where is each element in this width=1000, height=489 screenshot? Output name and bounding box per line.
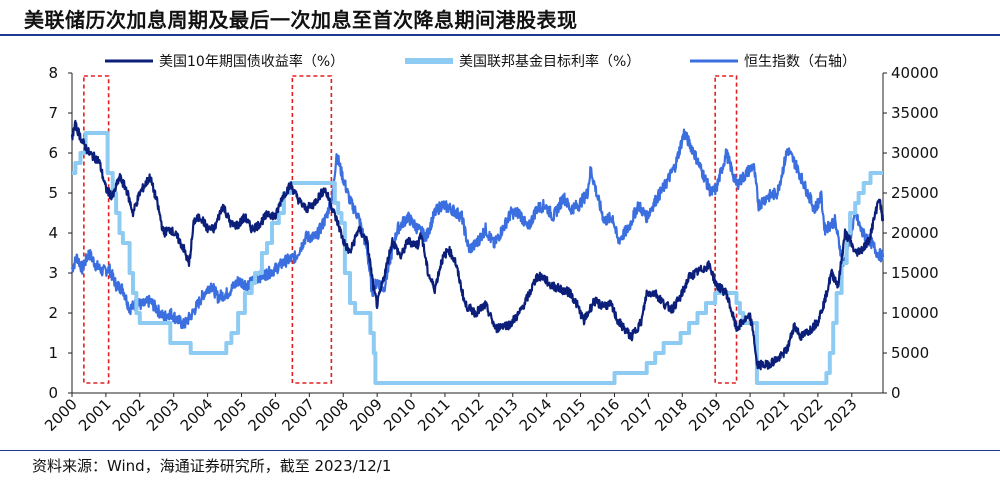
x-tick-label: 2005: [211, 395, 251, 435]
left-tick-label: 0: [48, 384, 58, 402]
x-tick-label: 2008: [312, 395, 352, 435]
right-tick-label: 25000: [891, 184, 939, 202]
right-tick-label: 30000: [891, 144, 939, 162]
right-tick-label: 0: [891, 384, 901, 402]
x-tick-label: 2015: [550, 395, 590, 435]
x-tick-label: 2007: [278, 395, 318, 435]
x-tick-label: 2018: [651, 395, 691, 435]
x-tick-label: 2016: [584, 395, 624, 435]
title-divider: [0, 34, 1000, 36]
left-tick-label: 8: [48, 64, 58, 82]
right-tick-label: 40000: [891, 64, 939, 82]
axes: 0 1 2 3 4 5 6 7 8 0 5000 10000 15000 20000 25000 30000 3…: [41, 64, 939, 435]
highlight-periods: [83, 75, 738, 384]
series-line-treasury-10y: [70, 119, 885, 371]
highlight-period-box: [291, 75, 333, 384]
left-tick-label: 7: [48, 104, 58, 122]
x-tick-label: 2001: [75, 395, 115, 435]
x-tick-label: 2010: [380, 395, 420, 435]
x-tick-label: 2012: [448, 395, 488, 435]
left-tick-label: 1: [48, 344, 58, 362]
series-line-hang-seng-index: [70, 128, 885, 330]
highlight-period-box: [83, 75, 110, 384]
x-tick-label: 2000: [41, 395, 81, 435]
left-tick-label: 5: [48, 184, 58, 202]
right-tick-label: 35000: [891, 104, 939, 122]
legend-label: 美国联邦基金目标利率（%）: [459, 53, 640, 70]
x-tick-label: 2009: [346, 395, 386, 435]
legend: 美国10年期国债收益率（%） 美国联邦基金目标利率（%） 恒生指数（右轴）: [105, 53, 856, 70]
legend-label: 恒生指数（右轴）: [744, 54, 856, 70]
footer-divider: [0, 450, 1000, 451]
x-tick-label: 2023: [821, 395, 861, 435]
series-lines: [70, 119, 885, 385]
right-tick-label: 20000: [891, 224, 939, 242]
chart-title: 美联储历次加息周期及最后一次加息至首次降息期间港股表现: [24, 8, 578, 32]
x-tick-label: 2017: [617, 395, 657, 435]
highlight-period-box: [714, 75, 738, 384]
x-tick-label: 2022: [787, 395, 827, 435]
series-line-fed-funds-rate: [72, 131, 883, 385]
x-tick-label: 2006: [245, 395, 285, 435]
x-tick-label: 2011: [414, 395, 454, 435]
x-tick-label: 2002: [109, 395, 149, 435]
left-tick-label: 6: [48, 144, 58, 162]
chart-canvas: 0 1 2 3 4 5 6 7 8 0 5000 10000 15000 20000 25000 30000 3…: [41, 53, 939, 435]
left-tick-label: 3: [48, 264, 58, 282]
x-tick-label: 2019: [685, 395, 725, 435]
legend-label: 美国10年期国债收益率（%）: [159, 53, 344, 70]
right-tick-label: 15000: [891, 264, 939, 282]
x-tick-label: 2004: [177, 395, 217, 435]
x-tick-label: 2013: [482, 395, 522, 435]
x-tick-label: 2021: [753, 395, 793, 435]
x-tick-label: 2020: [719, 395, 759, 435]
x-tick-label: 2014: [516, 395, 556, 435]
left-tick-label: 4: [48, 224, 58, 242]
source-note: 资料来源：Wind，海通证券研究所，截至 2023/12/1: [32, 457, 392, 475]
x-tick-label: 2003: [143, 395, 183, 435]
right-tick-label: 5000: [891, 344, 929, 362]
left-tick-label: 2: [48, 304, 58, 322]
right-tick-label: 10000: [891, 304, 939, 322]
